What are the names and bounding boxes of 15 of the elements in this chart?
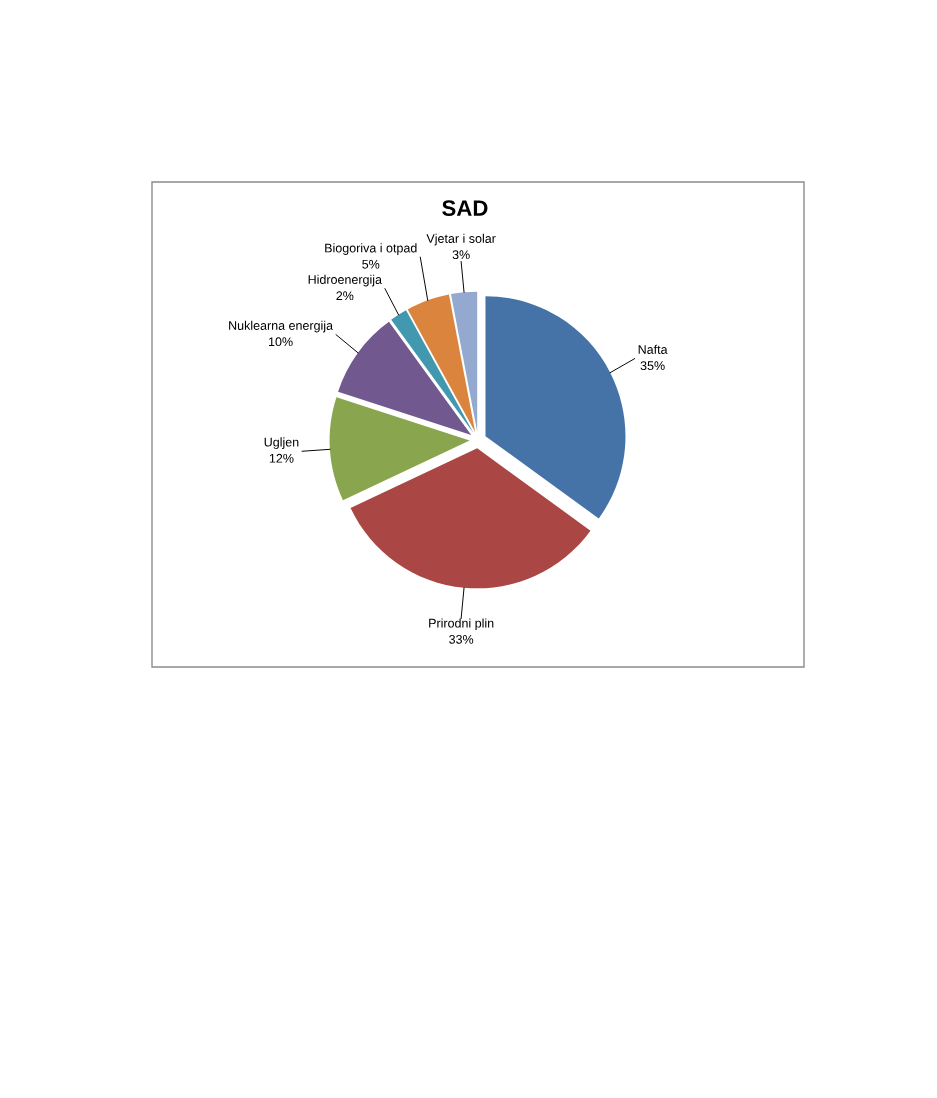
data-label: 10% — [269, 337, 293, 347]
slice-label: Vjetar i solar — [426, 233, 496, 246]
slice-label: Nuklearna energija — [229, 320, 334, 333]
slice-label: Hidroenergija — [308, 274, 382, 287]
slice-label: Biogoriva i otpad — [325, 243, 417, 255]
slice-label: Nafta — [638, 344, 668, 354]
slice-label: Ugljen — [264, 437, 299, 449]
data-label: 35% — [640, 361, 665, 371]
data-label: 33% — [449, 634, 474, 644]
slice-label: Prirodni plin — [429, 618, 494, 631]
data-label: 3% — [452, 250, 470, 260]
chart-title: SAD — [442, 200, 488, 216]
data-label: 2% — [336, 291, 354, 301]
data-label: 5% — [362, 259, 380, 269]
data-label: 12% — [269, 453, 294, 463]
